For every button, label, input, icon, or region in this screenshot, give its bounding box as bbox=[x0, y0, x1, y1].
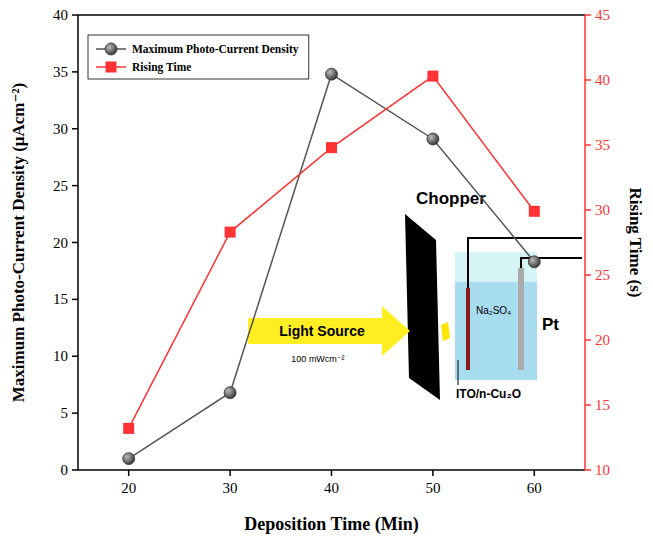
annotation: 100 mWcm⁻² bbox=[291, 354, 344, 364]
y-tick-label: 20 bbox=[53, 235, 68, 251]
frame-top bbox=[78, 14, 585, 16]
series-marker bbox=[224, 387, 236, 399]
x-tick bbox=[432, 470, 434, 476]
y-tick bbox=[72, 356, 78, 358]
series-marker bbox=[427, 71, 438, 82]
y-tick-label: 0 bbox=[61, 462, 69, 478]
setup-inset: ChopperLight Source100 mWcm⁻²Na₂SO₄PtITO… bbox=[248, 189, 582, 401]
y2-tick-label: 40 bbox=[595, 72, 610, 88]
series-marker bbox=[529, 206, 540, 217]
y2-tick bbox=[585, 209, 591, 211]
x-tick bbox=[128, 470, 130, 476]
series-marker bbox=[326, 142, 337, 153]
annotation: Light Source bbox=[279, 323, 365, 339]
chopper-hole bbox=[441, 322, 450, 341]
y2-tick-label: 10 bbox=[595, 462, 610, 478]
x-tick bbox=[534, 470, 536, 476]
y2-tick-label: 30 bbox=[595, 202, 610, 218]
series-marker bbox=[123, 423, 134, 434]
annotation: Na₂SO₄ bbox=[476, 305, 511, 316]
legend-label: Rising Time bbox=[132, 61, 191, 74]
y-tick bbox=[72, 128, 78, 130]
y2-axis-title: Rising Time (s) bbox=[626, 188, 645, 298]
x-tick bbox=[229, 470, 231, 476]
chart: 20 30 40 50 60 0 5 10 15 20 25 30 35 40 10 15 20 25 30 35 40… bbox=[0, 0, 653, 545]
series-marker bbox=[427, 133, 439, 145]
wire bbox=[468, 238, 582, 288]
y2-tick bbox=[585, 79, 591, 81]
x-tick-label: 50 bbox=[425, 480, 440, 496]
x-axis-title: Deposition Time (Min) bbox=[244, 514, 418, 535]
annotation: ITO/n-Cu₂O bbox=[456, 387, 521, 401]
data-group bbox=[123, 68, 541, 464]
y-tick bbox=[72, 469, 78, 471]
y2-tick-label: 20 bbox=[595, 332, 610, 348]
series-marker bbox=[123, 453, 135, 465]
y-axis-title: Maximum Photo-Current Density (μAcm⁻²) bbox=[9, 83, 28, 402]
y2-tick bbox=[585, 144, 591, 146]
legend: Maximum Photo-Current Density Rising Time bbox=[88, 35, 309, 79]
x-tick-label: 20 bbox=[121, 480, 136, 496]
legend-box bbox=[88, 35, 309, 79]
series-marker bbox=[225, 227, 236, 238]
y-tick-label: 15 bbox=[53, 291, 68, 307]
y2-tick-label: 25 bbox=[595, 267, 610, 283]
legend-marker bbox=[106, 62, 117, 73]
y-tick bbox=[72, 14, 78, 16]
series-marker bbox=[528, 256, 540, 268]
y-tick-label: 25 bbox=[53, 178, 68, 194]
y-tick-label: 5 bbox=[61, 405, 69, 421]
series-line bbox=[129, 74, 535, 458]
legend-marker bbox=[105, 43, 117, 55]
y2-tick-label: 35 bbox=[595, 137, 610, 153]
series-line bbox=[129, 76, 535, 428]
y-tick-label: 35 bbox=[53, 64, 68, 80]
leader bbox=[458, 360, 459, 385]
series-marker bbox=[326, 68, 338, 80]
y-tick-label: 30 bbox=[53, 121, 68, 137]
y-tick bbox=[72, 242, 78, 244]
y2-tick bbox=[585, 274, 591, 276]
y2-tick bbox=[585, 404, 591, 406]
y-tick bbox=[72, 185, 78, 187]
chopper bbox=[405, 214, 440, 400]
y-tick-label: 10 bbox=[53, 348, 68, 364]
x-tick-label: 40 bbox=[324, 480, 339, 496]
y-tick bbox=[72, 412, 78, 414]
y2-tick-label: 15 bbox=[595, 397, 610, 413]
annotation: Pt bbox=[542, 315, 559, 334]
working-electrode bbox=[466, 288, 470, 370]
y2-tick bbox=[585, 14, 591, 16]
y2-tick bbox=[585, 339, 591, 341]
y-tick bbox=[72, 71, 78, 73]
x-tick-label: 30 bbox=[223, 480, 238, 496]
pt-electrode bbox=[518, 268, 524, 370]
x-tick bbox=[331, 470, 333, 476]
legend-label: Maximum Photo-Current Density bbox=[132, 43, 299, 56]
x-tick-label: 60 bbox=[527, 480, 542, 496]
y-tick bbox=[72, 299, 78, 301]
light-arrow bbox=[248, 306, 410, 356]
y2-tick-label: 45 bbox=[595, 7, 610, 23]
y-tick-label: 40 bbox=[53, 7, 68, 23]
y2-tick bbox=[585, 469, 591, 471]
y2-axis-line bbox=[584, 15, 586, 470]
